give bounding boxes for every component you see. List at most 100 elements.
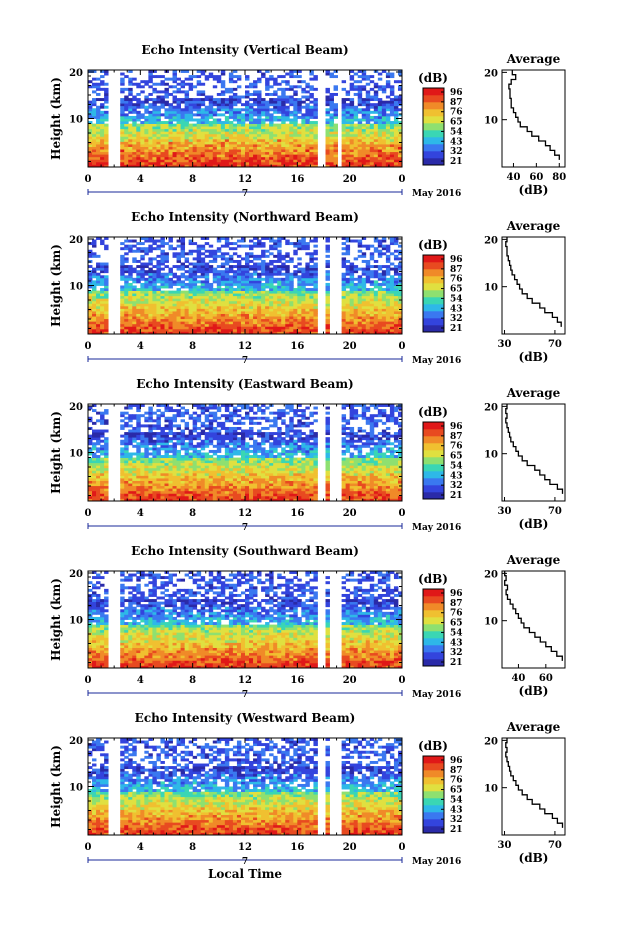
heatmap-cell	[349, 131, 355, 135]
heatmap-cell	[309, 316, 314, 320]
heatmap-cell	[269, 128, 274, 132]
heatmap-cell	[204, 144, 210, 147]
heatmap-cell	[220, 113, 226, 117]
heatmap-cell	[148, 419, 153, 423]
heatmap-cell	[381, 326, 387, 330]
heatmap-cell	[393, 141, 399, 145]
heatmap-cell	[176, 275, 181, 279]
heatmap-cell	[196, 144, 202, 147]
heatmap-cell	[389, 156, 395, 160]
y-tick-label: 10	[69, 115, 83, 126]
heatmap-cell	[281, 288, 286, 291]
heatmap-cell	[140, 249, 145, 253]
heatmap-cell	[361, 326, 367, 330]
heatmap-cell	[261, 313, 266, 317]
heatmap-cell	[148, 472, 153, 476]
heatmap-cell	[204, 305, 210, 309]
heatmap-cell	[160, 323, 165, 327]
heatmap-cell	[281, 98, 286, 102]
heatmap-cell	[220, 331, 226, 335]
heatmap-cell	[293, 92, 298, 96]
heatmap-cell	[180, 156, 186, 160]
heatmap-cell	[124, 475, 129, 479]
heatmap-cell	[100, 328, 105, 332]
heatmap-cell	[357, 285, 363, 289]
heatmap-cell	[124, 449, 129, 453]
heatmap-cell	[192, 75, 198, 79]
heatmap-cell	[273, 280, 278, 284]
heatmap-cell	[309, 311, 314, 314]
heatmap-cell	[309, 154, 314, 158]
heatmap-cell	[253, 136, 258, 140]
heatmap-cell	[204, 164, 210, 168]
heatmap-cell	[277, 133, 282, 137]
heatmap-cell	[128, 77, 133, 81]
heatmap-cell	[341, 113, 347, 117]
heatmap-cell	[361, 138, 367, 142]
heatmap-cell	[285, 275, 290, 279]
heatmap-cell	[313, 108, 318, 112]
heatmap-cell	[313, 275, 318, 279]
heatmap-cell	[88, 285, 93, 289]
heatmap-cell	[132, 437, 137, 441]
heatmap-cell	[313, 159, 318, 163]
heatmap-cell	[152, 318, 157, 322]
heatmap-cell	[385, 141, 391, 145]
heatmap-cell	[297, 285, 302, 289]
heatmap-cell	[285, 108, 290, 112]
heatmap-cell	[104, 149, 109, 153]
heatmap-cell	[204, 321, 210, 325]
heatmap-cell	[140, 480, 145, 484]
heatmap-cell	[204, 98, 210, 102]
heatmap-cell	[269, 252, 274, 256]
heatmap-cell	[305, 270, 310, 274]
heatmap-cell	[381, 295, 387, 299]
heatmap-cell	[92, 267, 97, 271]
heatmap-cell	[192, 144, 198, 147]
heatmap-cell	[232, 146, 238, 150]
heatmap-cell	[160, 128, 165, 132]
heatmap-cell	[124, 115, 129, 119]
heatmap-cell	[160, 257, 165, 261]
heatmap-cell	[216, 108, 222, 112]
heatmap-cell	[188, 267, 194, 271]
heatmap-cell	[208, 141, 214, 145]
heatmap-cell	[261, 103, 266, 107]
heatmap-cell	[140, 277, 145, 281]
heatmap-cell	[172, 323, 177, 327]
heatmap-cell	[228, 328, 234, 332]
heatmap-cell	[120, 275, 125, 279]
heatmap-cell	[361, 298, 367, 302]
heatmap-cell	[168, 323, 173, 327]
heatmap-cell	[261, 136, 266, 140]
heatmap-cell	[357, 242, 363, 246]
heatmap-cell	[104, 495, 109, 499]
heatmap-cell	[196, 154, 202, 158]
heatmap-cell	[200, 293, 206, 297]
heatmap-cell	[120, 113, 125, 117]
heatmap-cell	[144, 82, 149, 86]
heatmap-cell	[88, 156, 93, 160]
heatmap-cell	[389, 144, 395, 147]
heatmap-cell	[305, 113, 310, 117]
heatmap-cell	[104, 298, 109, 302]
heatmap-cell	[228, 164, 234, 168]
heatmap-cell	[385, 282, 391, 286]
heatmap-cell	[176, 298, 181, 302]
heatmap-cell	[188, 108, 194, 112]
heatmap-cell	[377, 285, 383, 289]
heatmap-cell	[100, 439, 105, 443]
heatmap-cell	[208, 95, 214, 99]
heatmap-cell	[313, 316, 318, 320]
heatmap-cell	[261, 328, 266, 332]
heatmap-cell	[389, 136, 395, 140]
heatmap-cell	[88, 138, 93, 142]
heatmap-cell	[305, 108, 310, 112]
heatmap-cell	[152, 285, 157, 289]
heatmap-cell	[245, 293, 250, 297]
heatmap-cell	[249, 280, 254, 284]
heatmap-cell	[349, 144, 355, 147]
heatmap-cell	[385, 300, 391, 304]
heatmap-cell	[156, 313, 161, 317]
heatmap-cell	[148, 295, 153, 299]
